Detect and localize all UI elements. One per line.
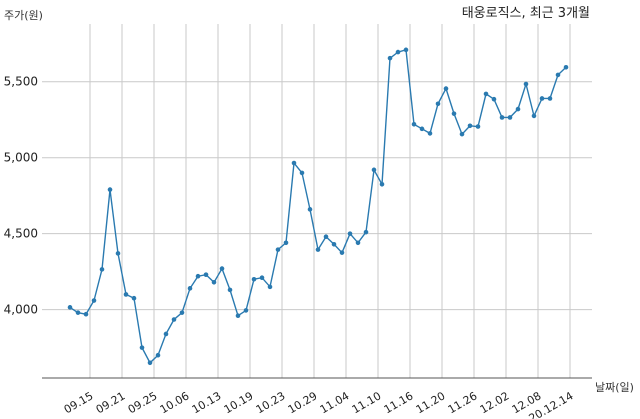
x-tick-label: 10.23 [254, 389, 288, 416]
x-tick-label: 10.13 [190, 389, 224, 416]
x-tick-label: 11.26 [446, 389, 480, 416]
data-point [363, 229, 369, 235]
data-point [459, 131, 465, 137]
x-tick-label: 10.06 [158, 389, 192, 416]
y-tick-label: 5,500 [4, 75, 38, 89]
data-point [499, 115, 505, 120]
data-point [523, 81, 529, 87]
x-tick-label: 10.19 [222, 389, 256, 416]
data-point [107, 187, 113, 192]
data-point [251, 276, 257, 282]
data-point [347, 231, 353, 236]
data-point [547, 96, 553, 101]
data-point [203, 272, 209, 277]
y-tick-label: 4,500 [4, 227, 38, 241]
data-point [355, 240, 361, 246]
data-point [211, 279, 217, 285]
data-point [115, 251, 121, 256]
data-point [483, 91, 489, 97]
data-point [491, 96, 497, 102]
data-point [403, 47, 409, 53]
data-point [539, 96, 545, 101]
x-tick-label: 09.21 [94, 389, 128, 416]
data-point [243, 308, 249, 313]
data-point [515, 106, 521, 112]
data-point [283, 240, 289, 246]
chart-title: 태웅로직스, 최근 3개월 [462, 6, 590, 21]
data-point [307, 207, 313, 212]
data-point [387, 55, 393, 61]
data-point [227, 287, 233, 293]
x-tick-label: 11.20 [414, 389, 448, 416]
tick-labels: 4,000 4,500 5,000 5,500 09.1509.2109.2510.06… [4, 75, 576, 419]
price-line [69, 48, 567, 364]
data-point [179, 310, 185, 315]
data-point [83, 311, 89, 317]
data-point [419, 126, 425, 132]
y-tick-label: 5,000 [4, 151, 38, 165]
data-point [163, 331, 169, 337]
data-point [315, 247, 321, 252]
data-point [443, 86, 449, 91]
data-point [195, 273, 201, 279]
data-point [475, 124, 481, 129]
x-tick-label: 11.10 [350, 389, 384, 416]
data-point [275, 247, 281, 252]
data-point [259, 275, 265, 281]
x-tick-label: 09.25 [126, 389, 160, 416]
data-point [331, 242, 337, 247]
data-point [67, 305, 73, 310]
grid-lines [42, 24, 592, 378]
data-point [219, 266, 225, 271]
data-point [131, 295, 137, 301]
data-point [323, 234, 329, 240]
x-tick-label: 11.16 [382, 389, 416, 416]
data-point [563, 65, 569, 70]
data-point [467, 123, 473, 129]
data-point [235, 313, 241, 319]
y-tick-label: 4,000 [4, 303, 38, 317]
data-point [99, 267, 105, 272]
data-point [411, 121, 417, 127]
data-point [435, 101, 441, 107]
y-axis-label: 주가(원) [4, 9, 43, 22]
x-tick-label: 11.04 [318, 389, 352, 416]
data-point [339, 250, 345, 255]
x-tick-label: 12.02 [478, 389, 512, 416]
data-point [507, 115, 513, 120]
data-point [187, 286, 193, 291]
data-point [75, 310, 81, 315]
data-point [379, 181, 385, 187]
data-point [147, 360, 153, 366]
data-point [91, 298, 97, 303]
data-point [139, 345, 145, 350]
data-point [171, 317, 177, 322]
data-point [371, 167, 377, 173]
data-point [299, 170, 305, 176]
data-point [155, 352, 161, 358]
x-axis-label: 날짜(일) [595, 380, 634, 394]
data-point [555, 72, 561, 78]
data-point [267, 284, 273, 290]
x-tick-label: 09.15 [62, 389, 96, 416]
data-point [123, 292, 129, 297]
data-point [427, 131, 433, 136]
data-point [291, 160, 297, 166]
data-point [395, 49, 401, 55]
series-line [67, 47, 569, 366]
x-tick-label: 10.29 [286, 389, 320, 416]
data-point [451, 111, 457, 116]
data-point [531, 113, 537, 119]
